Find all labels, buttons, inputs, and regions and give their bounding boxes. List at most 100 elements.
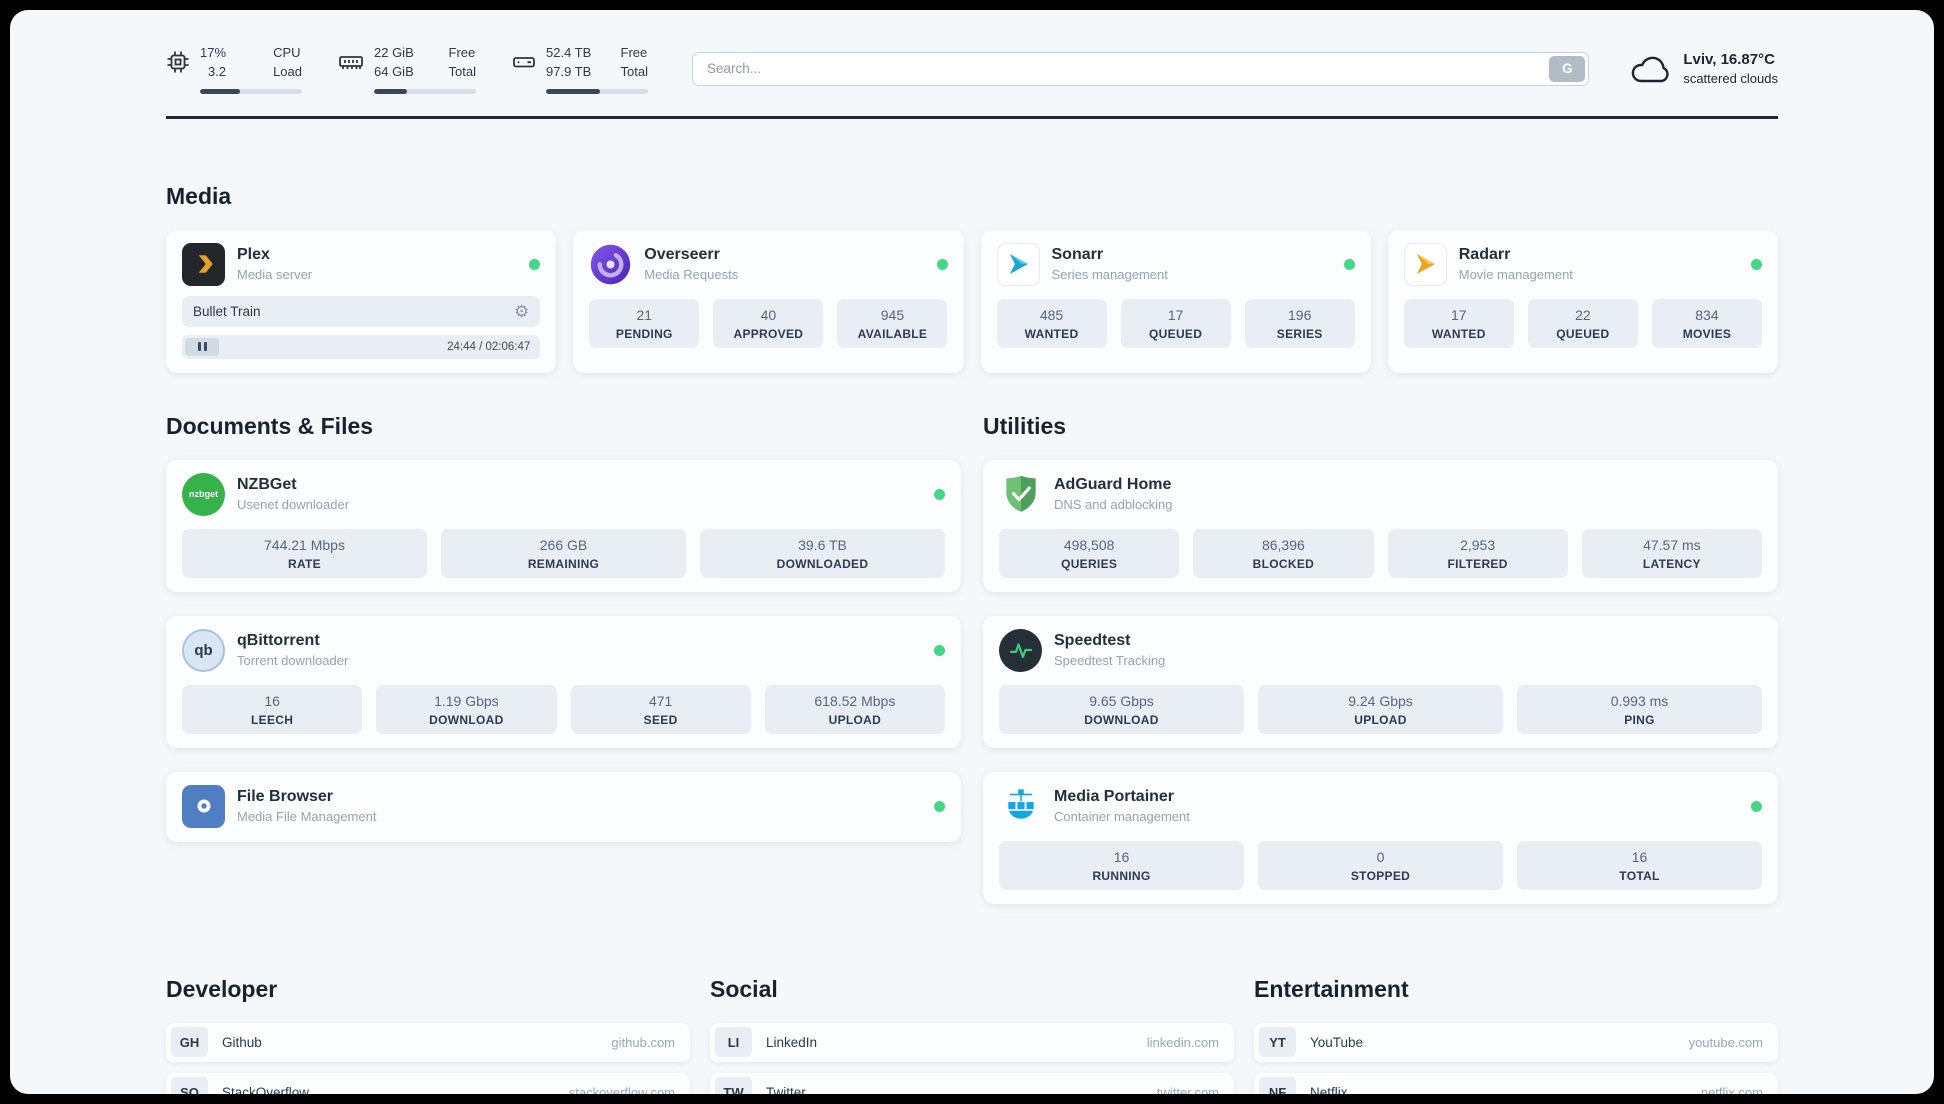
status-dot-online	[934, 488, 945, 500]
app-name: Radarr	[1458, 246, 1511, 264]
stat-box: 744.21 Mbps RATE	[182, 528, 427, 578]
ram-icon	[338, 50, 364, 74]
now-playing-title: Bullet Train	[193, 303, 261, 319]
app-name: Plex	[237, 246, 270, 264]
app-name: Overseerr	[644, 246, 720, 264]
disk-total-value: 97.9 TB	[546, 63, 592, 79]
stat-box: 9.65 Gbps DOWNLOAD	[999, 684, 1244, 734]
app-card-portainer[interactable]: Media Portainer Container management 16 …	[983, 771, 1778, 904]
app-card-speedtest[interactable]: Speedtest Speedtest Tracking 9.65 Gbps D…	[983, 615, 1778, 748]
stat-box: 86,396 BLOCKED	[1193, 528, 1374, 578]
app-subtitle: Speedtest Tracking	[1054, 653, 1166, 669]
app-subtitle: Media Requests	[644, 267, 739, 283]
stat-box: 1.19 Gbps DOWNLOAD	[376, 684, 557, 734]
app-subtitle: Torrent downloader	[237, 653, 349, 669]
disk-progress-fill	[546, 88, 601, 94]
app-name: NZBGet	[237, 476, 297, 494]
disk-progress-bar	[546, 88, 648, 94]
stat-box: 471 SEED	[570, 684, 751, 734]
disk-free-label: Free	[620, 45, 648, 60]
stat-box: 196 SERIES	[1244, 298, 1355, 348]
ram-progress-bar	[374, 88, 476, 94]
now-playing-row: Bullet Train ⚙	[182, 295, 541, 327]
ram-stat: 22 GiB 64 GiB Free Total	[338, 44, 476, 94]
search-bar: G	[692, 51, 1590, 86]
app-card-nzbget[interactable]: nzbget NZBGet Usenet downloader 744.21 M…	[166, 459, 961, 592]
link-youtube[interactable]: YT YouTube youtube.com	[1254, 1022, 1778, 1062]
app-card-adguard[interactable]: AdGuard Home DNS and adblocking 498,508 …	[983, 459, 1778, 592]
stat-box: 266 GB REMAINING	[441, 528, 686, 578]
section-title-developer: Developer	[166, 975, 278, 1002]
app-subtitle: DNS and adblocking	[1054, 497, 1173, 513]
link-twitter[interactable]: TW Twitter twitter.com	[710, 1072, 1234, 1094]
playback-progress-row: 24:44 / 02:06:47	[182, 334, 541, 359]
link-netflix[interactable]: NF Netflix netflix.com	[1254, 1072, 1778, 1094]
link-github[interactable]: GH Github github.com	[166, 1022, 690, 1062]
top-bar: 17% 3.2 CPU Load	[166, 10, 1778, 94]
dashboard-page: 17% 3.2 CPU Load	[10, 10, 1934, 1094]
section-title-social: Social	[710, 975, 778, 1002]
section-title-utilities: Utilities	[983, 412, 1067, 439]
ram-progress-fill	[374, 88, 407, 94]
speedtest-icon	[999, 628, 1042, 672]
app-subtitle: Container management	[1054, 809, 1190, 825]
stat-box: 16 RUNNING	[999, 840, 1244, 890]
pause-button[interactable]	[185, 337, 219, 356]
app-card-sonarr[interactable]: Sonarr Series management 485 WANTED 17 Q…	[980, 229, 1371, 373]
status-dot-online	[529, 258, 541, 270]
link-abbr-badge: LI	[715, 1027, 752, 1058]
cpu-usage-value: 17%	[200, 45, 227, 60]
link-abbr-badge: SO	[171, 1077, 208, 1094]
app-name: AdGuard Home	[1054, 476, 1172, 494]
app-name: Media Portainer	[1054, 788, 1175, 806]
search-input[interactable]	[692, 51, 1590, 86]
stat-box: 945 AVAILABLE	[837, 298, 948, 348]
header-divider	[166, 115, 1778, 119]
status-dot-online	[934, 800, 945, 812]
app-card-filebrowser[interactable]: File Browser Media File Management	[166, 771, 961, 842]
status-dot-online	[936, 258, 948, 270]
stat-box: 0.993 ms PING	[1517, 684, 1762, 734]
status-dot-online	[934, 644, 945, 656]
link-abbr-badge: YT	[1259, 1027, 1296, 1058]
ram-free-label: Free	[448, 45, 476, 60]
stat-box: 0 STOPPED	[1258, 840, 1503, 890]
app-card-qbittorrent[interactable]: qb qBittorrent Torrent downloader 16 LEE…	[166, 615, 961, 748]
app-name: File Browser	[237, 788, 334, 806]
cpu-load-label: Load	[273, 63, 302, 79]
stat-box: 485 WANTED	[996, 298, 1107, 348]
link-stackoverflow[interactable]: SO StackOverflow stackoverflow.com	[166, 1072, 690, 1094]
app-card-radarr[interactable]: Radarr Movie management 17 WANTED 22 QUE…	[1387, 229, 1778, 373]
app-subtitle: Series management	[1051, 267, 1168, 283]
stat-box: 16 TOTAL	[1517, 840, 1762, 890]
disk-icon	[512, 50, 536, 74]
stat-box: 40 APPROVED	[713, 298, 824, 348]
cpu-icon	[166, 50, 190, 74]
cpu-label: CPU	[273, 45, 301, 60]
stat-box: 21 PENDING	[589, 298, 700, 348]
stat-box: 498,508 QUERIES	[999, 528, 1180, 578]
radarr-icon	[1403, 242, 1447, 286]
link-abbr-badge: NF	[1259, 1077, 1296, 1094]
weather-location-temp: Lviv, 16.87°C	[1683, 51, 1775, 69]
stat-box: 47.57 ms LATENCY	[1581, 528, 1762, 578]
nzbget-icon: nzbget	[182, 472, 225, 516]
link-abbr-badge: GH	[171, 1027, 208, 1058]
app-card-plex[interactable]: Plex Media server Bullet Train ⚙ 24:44 /…	[166, 229, 557, 373]
status-dot-online	[1751, 258, 1762, 270]
overseerr-icon	[589, 243, 632, 286]
app-card-overseerr[interactable]: Overseerr Media Requests 21 PENDING 40 A…	[573, 229, 964, 373]
app-subtitle: Usenet downloader	[237, 497, 350, 513]
cpu-progress-fill	[200, 88, 240, 94]
cpu-stat: 17% 3.2 CPU Load	[166, 44, 302, 94]
gear-icon[interactable]: ⚙	[514, 301, 530, 321]
link-abbr-badge: TW	[715, 1077, 752, 1094]
adguard-icon	[999, 473, 1042, 516]
link-linkedin[interactable]: LI LinkedIn linkedin.com	[710, 1022, 1234, 1062]
section-title-documents: Documents & Files	[166, 412, 374, 439]
section-title-entertainment: Entertainment	[1254, 975, 1409, 1002]
ram-total-label: Total	[448, 63, 476, 79]
stat-box: 2,953 FILTERED	[1387, 528, 1568, 578]
portainer-icon	[999, 785, 1042, 828]
search-engine-button[interactable]: G	[1549, 55, 1586, 82]
